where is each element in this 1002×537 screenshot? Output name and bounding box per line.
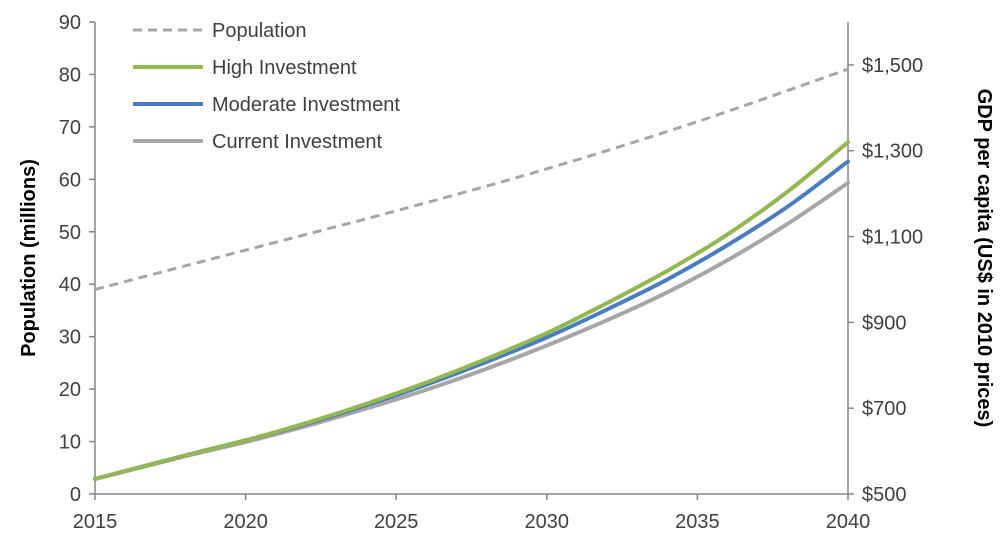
y-tick-label: 80 (59, 64, 81, 86)
y-tick-label: 50 (59, 222, 81, 244)
y-axis-title: Population (millions) (18, 159, 40, 357)
x-tick-label: 2035 (675, 511, 720, 533)
y2-tick-label: $900 (862, 312, 907, 334)
y-tick-label: 10 (59, 432, 81, 454)
legend-label-moderate-investment: Moderate Investment (212, 94, 400, 116)
legend-label-population: Population (212, 20, 307, 42)
y-tick-label: 90 (59, 12, 81, 34)
y-tick-label: 60 (59, 169, 81, 191)
x-tick-label: 2030 (525, 511, 570, 533)
y2-tick-label: $700 (862, 398, 907, 420)
series-line-moderate-investment (93, 159, 850, 481)
y2-axis-title: GDP per capita (US$ in 2010 prices) (973, 89, 995, 428)
x-tick-label: 2025 (374, 511, 419, 533)
y2-tick-label: $1,100 (862, 227, 923, 249)
y-tick-label: 40 (59, 274, 81, 296)
y-tick-label: 0 (70, 484, 81, 506)
series-line-population (94, 67, 849, 291)
y-tick-label: 20 (59, 379, 81, 401)
x-tick-label: 2040 (826, 511, 871, 533)
legend: Population High Investment Moderate Invest… (133, 20, 400, 153)
y2-tick-label: $1,500 (862, 55, 923, 77)
y-tick-label: 70 (59, 117, 81, 139)
legend-label-high-investment: High Investment (212, 57, 357, 79)
y2-tick-label: $1,300 (862, 141, 923, 163)
y2-tick-label: $500 (862, 484, 907, 506)
series (93, 67, 850, 481)
legend-label-current-investment: Current Investment (212, 131, 383, 153)
series-line-high-investment (93, 140, 850, 481)
x-tick-label: 2020 (223, 511, 268, 533)
ticks: 0102030405060708090$500$700$900$1,100$1,… (59, 12, 923, 533)
x-tick-label: 2015 (73, 511, 118, 533)
y-tick-label: 30 (59, 327, 81, 349)
axes (94, 22, 849, 495)
